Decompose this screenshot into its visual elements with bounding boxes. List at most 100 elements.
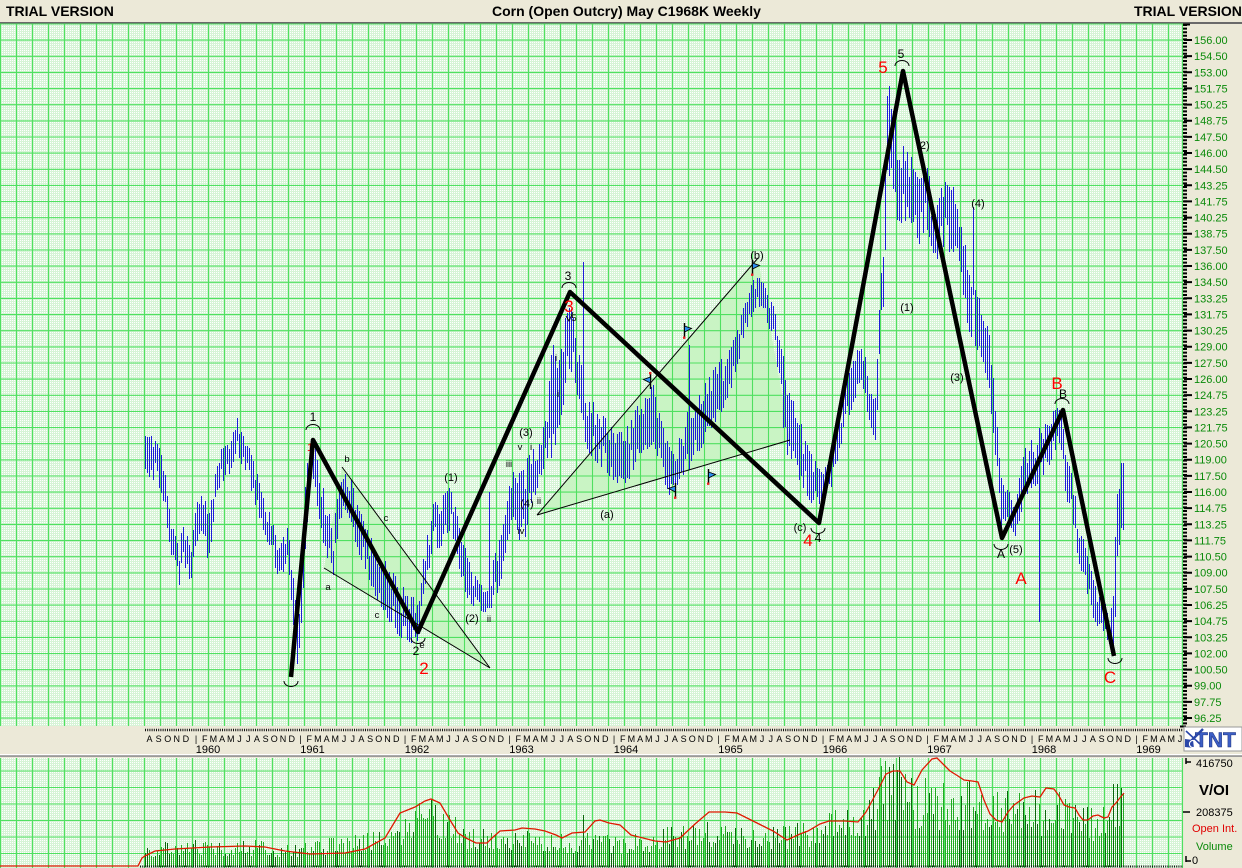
svg-text:O: O: [164, 734, 171, 744]
svg-text:J: J: [455, 734, 460, 744]
svg-text:N: N: [593, 734, 600, 744]
svg-text:D: D: [497, 734, 504, 744]
svg-text:1: 1: [310, 410, 317, 424]
svg-text:O: O: [793, 734, 800, 744]
svg-text:i: i: [557, 389, 559, 400]
svg-text:|: |: [1135, 734, 1137, 744]
svg-text:M: M: [1168, 734, 1176, 744]
svg-text:D: D: [706, 734, 713, 744]
svg-text:c: c: [384, 513, 389, 524]
svg-text:A: A: [533, 734, 539, 744]
svg-text:N: N: [384, 734, 391, 744]
svg-text:F: F: [1038, 734, 1044, 744]
svg-text:116.00: 116.00: [1194, 487, 1227, 499]
svg-text:|: |: [717, 734, 719, 744]
svg-text:F: F: [202, 734, 208, 744]
svg-text:107.50: 107.50: [1194, 584, 1228, 596]
svg-text:114.75: 114.75: [1194, 503, 1227, 515]
svg-text:113.25: 113.25: [1194, 519, 1227, 531]
svg-text:(1): (1): [900, 302, 913, 314]
svg-text:M: M: [732, 734, 740, 744]
svg-text:J: J: [237, 734, 242, 744]
svg-text:140.25: 140.25: [1194, 213, 1228, 225]
svg-text:(1): (1): [444, 472, 457, 484]
svg-text:M: M: [523, 734, 531, 744]
svg-text:A: A: [1160, 734, 1166, 744]
svg-text:J: J: [342, 734, 347, 744]
svg-text:N: N: [802, 734, 809, 744]
svg-text:F: F: [1142, 734, 1148, 744]
svg-text:126.00: 126.00: [1194, 374, 1228, 386]
svg-text:b: b: [344, 454, 349, 465]
svg-text:146.00: 146.00: [1194, 148, 1228, 160]
svg-text:96.25: 96.25: [1194, 713, 1222, 725]
svg-text:|: |: [613, 734, 615, 744]
svg-text:O: O: [1107, 734, 1114, 744]
svg-text:143.25: 143.25: [1194, 180, 1228, 192]
svg-text:Open Int.: Open Int.: [1192, 823, 1237, 835]
svg-text:138.75: 138.75: [1194, 229, 1228, 241]
svg-text:D: D: [288, 734, 295, 744]
svg-text:M: M: [837, 734, 845, 744]
svg-text:109.00: 109.00: [1194, 568, 1228, 580]
svg-text:M: M: [436, 734, 444, 744]
svg-text:5: 5: [898, 47, 905, 61]
svg-text:TNT: TNT: [1195, 729, 1236, 752]
svg-text:A: A: [428, 734, 434, 744]
svg-text:1964: 1964: [614, 744, 638, 756]
svg-text:A: A: [846, 734, 852, 744]
svg-text:J: J: [655, 734, 660, 744]
svg-text:C: C: [1104, 668, 1116, 687]
svg-text:208375: 208375: [1196, 807, 1233, 819]
svg-text:D: D: [1020, 734, 1027, 744]
svg-text:F: F: [724, 734, 730, 744]
svg-text:c: c: [375, 610, 380, 621]
svg-text:1962: 1962: [405, 744, 429, 756]
svg-text:F: F: [306, 734, 312, 744]
svg-text:A: A: [1055, 734, 1061, 744]
svg-text:F: F: [829, 734, 835, 744]
svg-text:119.00: 119.00: [1194, 455, 1227, 467]
svg-text:N: N: [1116, 734, 1123, 744]
svg-text:J: J: [551, 734, 556, 744]
svg-text:(3): (3): [519, 427, 532, 439]
svg-text:A: A: [776, 734, 782, 744]
svg-text:J: J: [559, 734, 564, 744]
svg-text:M: M: [628, 734, 636, 744]
svg-text:J: J: [1073, 734, 1078, 744]
svg-text:N: N: [489, 734, 496, 744]
svg-text:S: S: [576, 734, 582, 744]
svg-text:M: M: [1150, 734, 1158, 744]
svg-text:D: D: [915, 734, 922, 744]
svg-text:N: N: [698, 734, 705, 744]
svg-text:121.75: 121.75: [1194, 422, 1228, 434]
svg-text:A: A: [463, 734, 469, 744]
svg-text:A: A: [881, 734, 887, 744]
svg-text:1966: 1966: [823, 744, 847, 756]
svg-text:|: |: [195, 734, 197, 744]
svg-text:M: M: [854, 734, 862, 744]
svg-text:1969: 1969: [1136, 744, 1160, 756]
svg-text:J: J: [768, 734, 773, 744]
svg-text:(4): (4): [971, 198, 984, 210]
svg-text:O: O: [375, 734, 382, 744]
svg-text:N: N: [174, 734, 181, 744]
svg-text:A: A: [358, 734, 364, 744]
svg-text:A: A: [1090, 734, 1096, 744]
svg-text:120.50: 120.50: [1194, 439, 1228, 451]
svg-text:J: J: [246, 734, 251, 744]
svg-text:ii: ii: [487, 614, 491, 625]
svg-text:106.25: 106.25: [1194, 600, 1228, 612]
svg-text:117.50: 117.50: [1194, 471, 1227, 483]
svg-text:F: F: [620, 734, 626, 744]
svg-text:(a): (a): [600, 509, 613, 521]
svg-text:150.25: 150.25: [1194, 100, 1228, 112]
svg-text:3: 3: [565, 269, 572, 283]
svg-text:B: B: [1051, 374, 1062, 393]
svg-text:iii: iii: [506, 459, 512, 470]
svg-text:154.50: 154.50: [1194, 51, 1228, 63]
svg-text:5: 5: [878, 58, 887, 77]
svg-text:M: M: [314, 734, 322, 744]
svg-text:5: 5: [571, 313, 576, 324]
svg-text:M: M: [645, 734, 653, 744]
